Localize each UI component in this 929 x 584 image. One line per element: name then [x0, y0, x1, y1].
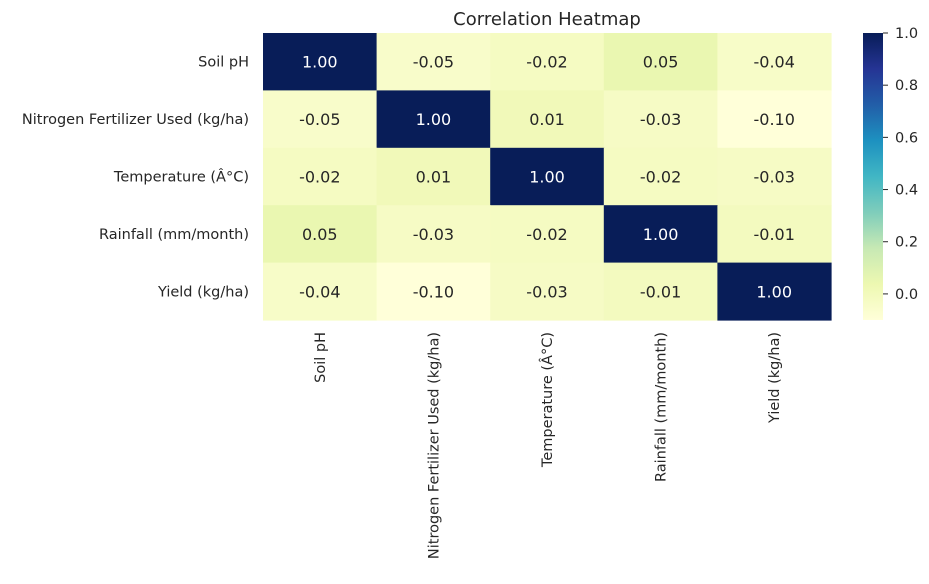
- cell-value-label: 0.05: [643, 53, 679, 72]
- row-label: Yield (kg/ha): [157, 284, 249, 300]
- heatmap-cell: [603, 205, 718, 264]
- heatmap-cell: [263, 33, 378, 91]
- heatmap-cell: [376, 262, 491, 321]
- colorbar-tick-label: 0.4: [895, 183, 918, 199]
- cell-value-label: 1.00: [756, 282, 792, 301]
- cell-value-label: -0.04: [753, 53, 794, 72]
- row-label: Rainfall (mm/month): [99, 227, 249, 243]
- cell-value-label: -0.10: [753, 110, 794, 129]
- colorbar-tick-label: 0.6: [895, 130, 918, 146]
- cell-value-label: 1.00: [529, 168, 565, 187]
- cell-value-label: -0.05: [299, 110, 340, 129]
- heatmap-cell: [603, 33, 718, 91]
- heatmap-cell: [603, 90, 718, 149]
- cell-value-label: -0.04: [299, 282, 340, 301]
- row-label: Soil pH: [198, 55, 249, 71]
- column-label: Temperature (Â°C): [538, 332, 556, 468]
- cell-value-label: -0.05: [413, 53, 454, 72]
- heatmap-cell: [717, 262, 832, 321]
- heatmap-cell: [376, 205, 491, 264]
- heatmap-cell: [376, 33, 491, 91]
- heatmap-annotations: 1.00 -0.05 -0.02 0.05 -0.04 -0.05 1.00 0.01 -0.0…: [299, 53, 795, 302]
- cell-value-label: 0.01: [529, 110, 565, 129]
- heatmap-cell: [717, 147, 832, 206]
- heatmap-cell: [263, 90, 378, 149]
- heatmap-cell: [717, 33, 832, 91]
- heatmap-cell: [490, 90, 605, 149]
- colorbar: [863, 33, 883, 320]
- cell-value-label: 1.00: [643, 225, 679, 244]
- row-label: Nitrogen Fertilizer Used (kg/ha): [22, 112, 249, 128]
- column-label: Soil pH: [313, 332, 329, 383]
- cell-value-label: -0.03: [413, 225, 454, 244]
- column-label: Yield (kg/ha): [767, 332, 783, 424]
- cell-value-label: -0.01: [753, 225, 794, 244]
- row-labels: Soil pH Nitrogen Fertilizer Used (kg/ha) T…: [22, 55, 249, 301]
- heatmap-cells: [263, 33, 832, 321]
- cell-value-label: 0.05: [302, 225, 338, 244]
- heatmap-cell: [376, 90, 491, 149]
- column-label: Rainfall (mm/month): [654, 332, 670, 482]
- heatmap-cell: [263, 262, 378, 321]
- cell-value-label: -0.03: [640, 110, 681, 129]
- heatmap-cell: [263, 205, 378, 264]
- cell-value-label: -0.03: [526, 282, 567, 301]
- heatmap-cell: [263, 147, 378, 206]
- cell-value-label: 1.00: [302, 53, 338, 72]
- heatmap-cell: [490, 33, 605, 91]
- heatmap-cell: [603, 262, 718, 321]
- cell-value-label: 0.01: [416, 168, 452, 187]
- column-labels: Soil pH Nitrogen Fertilizer Used (kg/ha) T…: [313, 332, 783, 559]
- heatmap-cell: [490, 205, 605, 264]
- heatmap-cell: [490, 147, 605, 206]
- cell-value-label: -0.01: [640, 282, 681, 301]
- heatmap-cell: [376, 147, 491, 206]
- row-label: Temperature (Â°C): [113, 168, 249, 186]
- heatmap-cell: [717, 205, 832, 264]
- cell-value-label: 1.00: [416, 110, 452, 129]
- heatmap-cell: [717, 90, 832, 149]
- heatmap-cell: [490, 262, 605, 321]
- column-label: Nitrogen Fertilizer Used (kg/ha): [426, 332, 442, 559]
- cell-value-label: -0.02: [526, 225, 567, 244]
- cell-value-label: -0.10: [413, 282, 454, 301]
- colorbar-ticks: 0.0 0.2 0.4 0.6 0.8 1.0: [883, 26, 918, 303]
- cell-value-label: -0.02: [299, 168, 340, 187]
- chart-title: Correlation Heatmap: [453, 9, 641, 30]
- cell-value-label: -0.03: [753, 168, 794, 187]
- heatmap-cell: [603, 147, 718, 206]
- colorbar-tick-label: 0.0: [895, 287, 918, 303]
- cell-value-label: -0.02: [526, 53, 567, 72]
- colorbar-tick-label: 0.8: [895, 78, 918, 94]
- colorbar-tick-label: 1.0: [895, 26, 918, 42]
- colorbar-tick-label: 0.2: [895, 235, 918, 251]
- cell-value-label: -0.02: [640, 168, 681, 187]
